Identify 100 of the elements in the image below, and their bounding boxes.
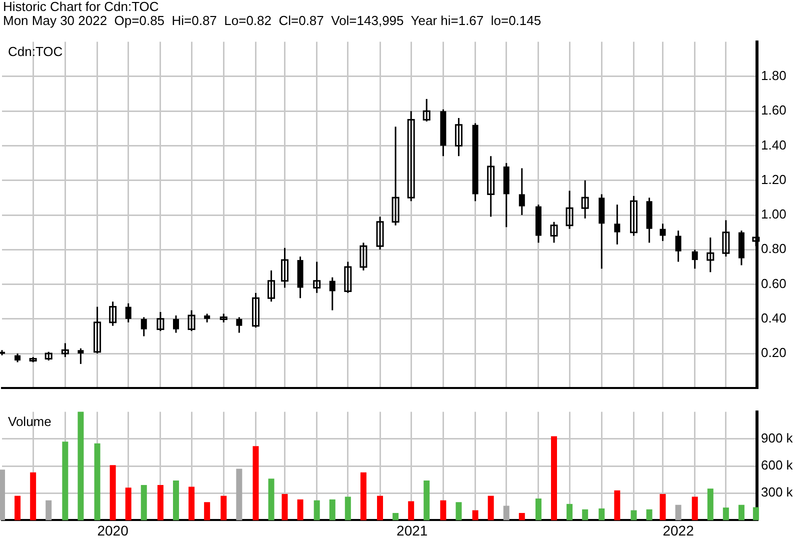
candlestick xyxy=(236,316,242,334)
candlestick xyxy=(268,270,276,302)
bar xyxy=(282,494,288,520)
y-tick-label: 0.40 xyxy=(761,310,786,326)
bar xyxy=(329,499,336,520)
candlestick xyxy=(407,110,415,202)
bar xyxy=(707,488,714,520)
candlestick xyxy=(722,219,730,258)
bar xyxy=(252,446,259,520)
candlestick xyxy=(313,261,321,294)
candlestick xyxy=(392,126,400,226)
bar xyxy=(472,510,478,520)
bar xyxy=(94,443,100,520)
bar xyxy=(204,502,210,520)
bar xyxy=(78,412,84,520)
bar xyxy=(220,496,227,520)
bar xyxy=(314,500,320,520)
candlestick xyxy=(675,230,682,263)
candlestick xyxy=(125,302,132,324)
bar xyxy=(0,470,5,520)
y-tick-label: 600 k xyxy=(761,458,794,473)
candlestick xyxy=(252,292,260,328)
y-tick-label: 0.60 xyxy=(761,276,786,291)
bar xyxy=(722,508,729,520)
bar xyxy=(424,480,430,520)
candlestick xyxy=(376,216,384,250)
candlestick xyxy=(581,180,589,220)
candlestick xyxy=(94,306,102,354)
bar xyxy=(157,484,164,520)
candlestick xyxy=(140,316,147,337)
y-tick-label: 900 k xyxy=(761,430,794,446)
candlestick xyxy=(78,348,84,365)
candlestick xyxy=(156,311,164,332)
chart-title: Historic Chart for Cdn:TOC xyxy=(3,0,160,14)
y-tick-label: 1.60 xyxy=(761,102,786,118)
candlestick xyxy=(344,261,352,294)
candlestick xyxy=(280,247,288,288)
candlestick xyxy=(692,248,698,270)
candlestick xyxy=(61,342,69,358)
bar xyxy=(440,500,446,520)
bar xyxy=(297,499,304,520)
bar xyxy=(551,436,558,520)
bar xyxy=(62,442,68,520)
candlestick xyxy=(614,204,620,246)
bar xyxy=(692,496,698,520)
candlestick xyxy=(188,310,196,332)
bar xyxy=(630,510,637,520)
x-tick-label: 2022 xyxy=(662,522,694,538)
candlestick xyxy=(109,300,117,327)
candlestick xyxy=(422,98,430,122)
bar xyxy=(46,500,52,520)
candlestick xyxy=(550,221,558,244)
bar xyxy=(566,504,573,520)
bar xyxy=(140,484,147,520)
bar xyxy=(488,496,494,520)
bar xyxy=(125,488,132,520)
bar xyxy=(660,494,666,520)
bar xyxy=(752,507,759,520)
bar xyxy=(408,501,414,520)
bar xyxy=(188,486,195,520)
bar xyxy=(598,508,605,520)
bar xyxy=(503,506,510,520)
bar xyxy=(614,490,620,520)
candlestick xyxy=(518,167,525,216)
bar xyxy=(377,496,384,520)
y-tick-label: 1.00 xyxy=(761,206,786,222)
candlestick xyxy=(660,222,666,242)
y-tick-label: 0.20 xyxy=(761,345,786,360)
bar xyxy=(518,512,525,520)
bar xyxy=(172,480,179,520)
annotation: Volume xyxy=(8,414,52,429)
bar xyxy=(456,502,462,520)
y-tick-label: 1.40 xyxy=(761,137,786,152)
candlestick xyxy=(630,195,638,237)
y-tick-label: 300 k xyxy=(761,484,794,500)
bar xyxy=(344,496,351,520)
bar xyxy=(268,478,274,520)
x-tick-label: 2021 xyxy=(396,522,428,538)
candlestick xyxy=(706,236,714,273)
bar xyxy=(30,472,36,520)
bar xyxy=(14,496,21,520)
annotation: Cdn:TOC xyxy=(8,44,63,59)
y-tick-label: 0.80 xyxy=(761,241,786,256)
bar xyxy=(535,498,542,520)
bar xyxy=(360,472,366,520)
x-tick-label: 2020 xyxy=(97,522,129,538)
chart-subtitle: Mon May 30 2022 Op=0.85 Hi=0.87 Lo=0.82 Cl=0.87 Vol=143,995 Year hi=1.67 lo=0.145 xyxy=(3,13,542,28)
bar xyxy=(738,504,744,520)
candlestick xyxy=(172,314,179,334)
y-tick-label: 1.80 xyxy=(761,68,786,84)
candlestick xyxy=(329,276,336,312)
bar xyxy=(646,509,652,520)
candlestick xyxy=(360,242,368,272)
bar xyxy=(236,468,242,520)
candlestick xyxy=(454,117,462,157)
bar xyxy=(392,512,399,520)
candlestick xyxy=(566,190,574,230)
candlestick xyxy=(487,155,495,218)
bar xyxy=(110,465,116,520)
bar xyxy=(675,504,682,520)
